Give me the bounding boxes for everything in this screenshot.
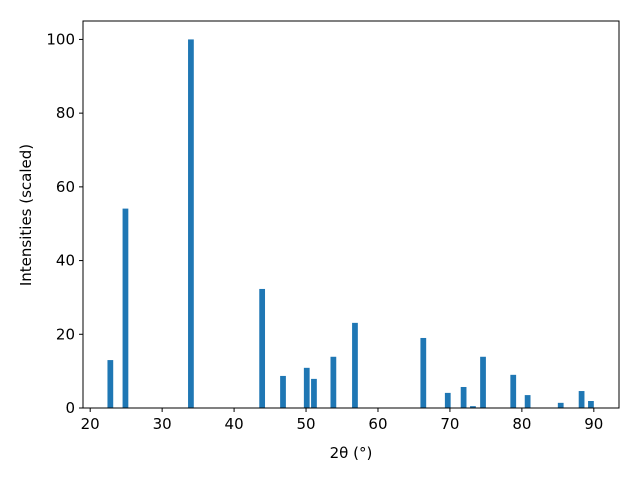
x-tick-label: 70 (440, 415, 459, 433)
x-tick-label: 30 (153, 415, 172, 433)
bar (122, 208, 129, 408)
bar (420, 337, 427, 408)
y-tick-label: 100 (46, 30, 75, 48)
bar (188, 39, 194, 409)
bar (557, 402, 564, 408)
y-axis-label: Intensities (scaled) (17, 144, 35, 286)
y-tick-label: 60 (56, 178, 75, 196)
y-tick-label: 20 (56, 325, 75, 343)
bar (510, 374, 517, 408)
y-tick-label: 80 (56, 104, 75, 122)
x-tick-label: 80 (512, 415, 531, 433)
bar (588, 400, 594, 408)
x-tick-label: 40 (225, 415, 244, 433)
bar (330, 356, 337, 408)
bar (578, 391, 585, 408)
plot-frame (82, 20, 620, 409)
y-tick-label: 0 (65, 399, 75, 417)
bar (480, 356, 486, 408)
bar (107, 360, 114, 408)
x-tick-label: 60 (368, 415, 387, 433)
y-tick-label: 40 (56, 252, 75, 270)
bar (524, 395, 531, 408)
x-tick-label: 20 (81, 415, 100, 433)
bar (470, 406, 476, 408)
bar (460, 386, 467, 408)
bar (444, 392, 451, 408)
bar (352, 322, 358, 408)
bar (259, 288, 266, 408)
x-tick-label: 90 (584, 415, 603, 433)
bar (303, 367, 310, 408)
bar (280, 375, 286, 408)
x-axis-label: 2θ (°) (330, 444, 373, 462)
bar (311, 378, 317, 408)
x-tick-label: 50 (296, 415, 315, 433)
